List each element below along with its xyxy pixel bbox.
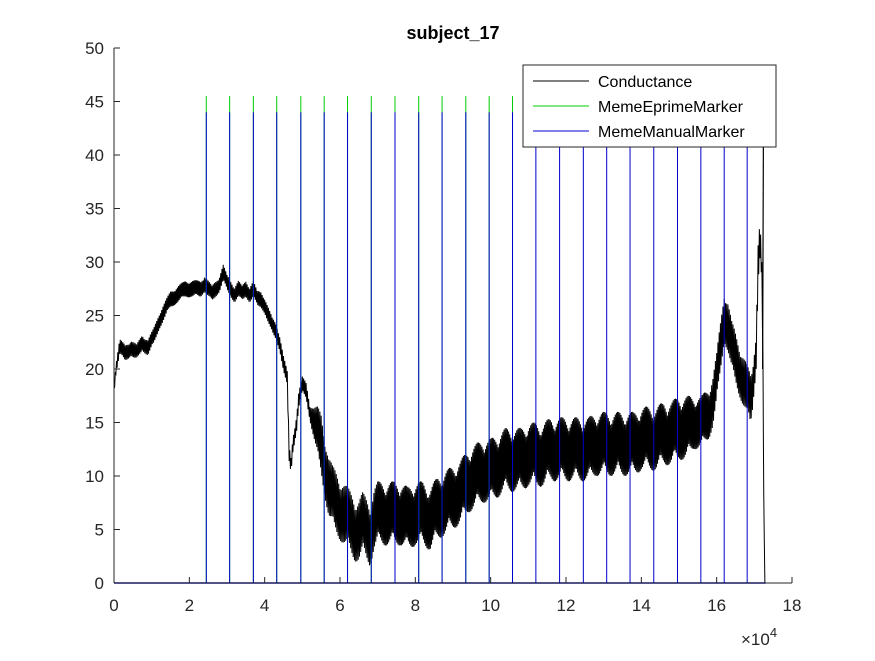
x-tick-label: 12 — [557, 596, 576, 615]
y-tick-label: 20 — [85, 360, 104, 379]
legend-label: MemeEprimeMarker — [598, 99, 744, 116]
chart-title: subject_17 — [406, 23, 499, 43]
axes: 0 2 4 6 8 10 12 14 16 18 0 5 10 15 20 25 30 35 40 45 50 — [85, 39, 801, 615]
x-tick-label: 10 — [481, 596, 500, 615]
y-tick-label: 0 — [95, 574, 104, 593]
x-exponent-label: ×104 — [741, 625, 777, 649]
legend: Conductance MemeEprimeMarker MemeManualMar… — [522, 64, 777, 148]
x-tick-label: 0 — [109, 596, 118, 615]
x-tick-label: 16 — [707, 596, 726, 615]
y-tick-label: 30 — [85, 253, 104, 272]
x-exponent-power: 4 — [770, 625, 777, 640]
x-tick-label: 8 — [411, 596, 420, 615]
y-tick-label: 45 — [85, 93, 104, 112]
x-tick-label: 6 — [335, 596, 344, 615]
y-tick-label: 25 — [85, 307, 104, 326]
x-tick-label: 18 — [783, 596, 802, 615]
legend-label: Conductance — [598, 74, 692, 91]
legend-label: MemeManualMarker — [598, 124, 745, 141]
x-tick-label: 4 — [260, 596, 269, 615]
y-tick-label: 10 — [85, 467, 104, 486]
y-tick-label: 5 — [95, 521, 104, 540]
conductance-line — [113, 229, 766, 584]
y-tick-label: 15 — [85, 414, 104, 433]
y-tick-label: 35 — [85, 200, 104, 219]
x-exponent-base: ×10 — [741, 630, 770, 649]
x-tick-label: 14 — [632, 596, 651, 615]
y-tick-label: 40 — [85, 146, 104, 165]
y-tick-label: 50 — [85, 39, 104, 58]
x-tick-label: 2 — [185, 596, 194, 615]
conductance-spike — [762, 144, 764, 370]
